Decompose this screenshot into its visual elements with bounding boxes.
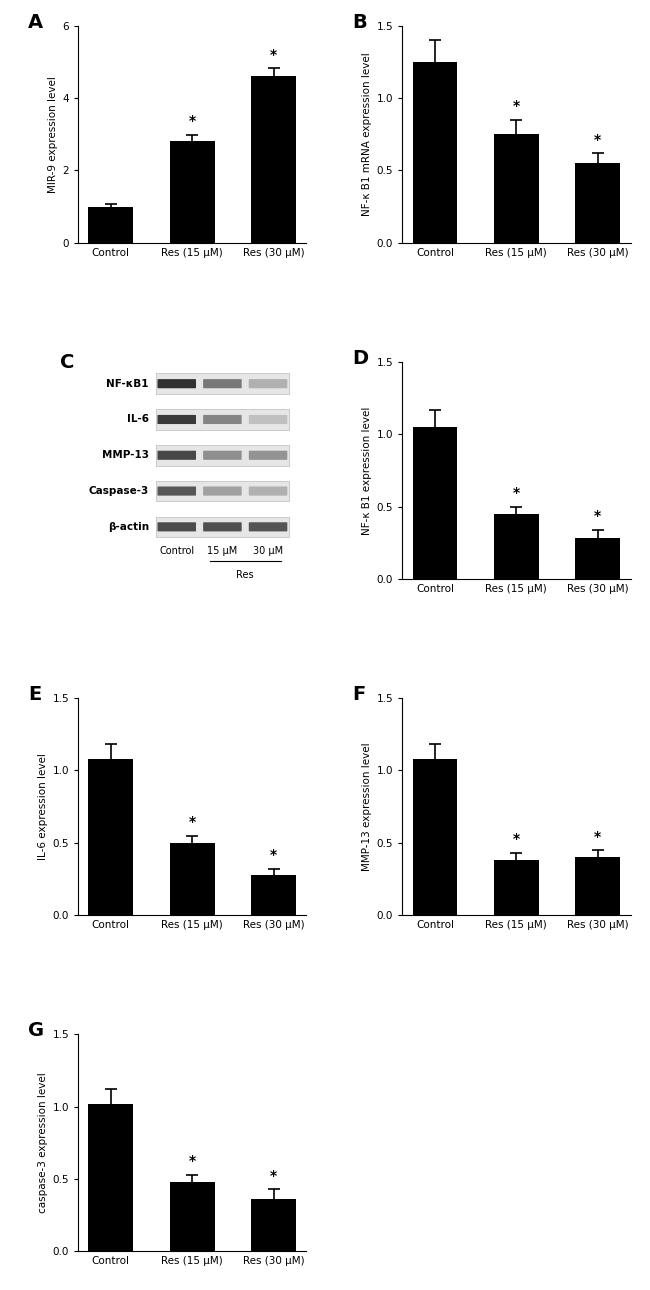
Bar — [575, 538, 620, 579]
Text: NF-κB1: NF-κB1 — [106, 379, 149, 388]
FancyBboxPatch shape — [249, 522, 287, 531]
Bar — [170, 1182, 214, 1251]
Y-axis label: caspase-3 expression level: caspase-3 expression level — [38, 1072, 48, 1213]
Text: 30 μM: 30 μM — [253, 546, 283, 556]
Bar — [413, 759, 458, 915]
Bar — [251, 1200, 296, 1251]
Text: G: G — [28, 1022, 44, 1040]
Text: *: * — [270, 849, 277, 862]
Bar — [170, 142, 214, 243]
Text: *: * — [188, 1155, 196, 1169]
Bar — [155, 516, 289, 537]
Text: β-actin: β-actin — [108, 522, 149, 531]
Text: *: * — [513, 486, 520, 501]
FancyBboxPatch shape — [249, 415, 287, 424]
FancyBboxPatch shape — [203, 415, 242, 424]
Bar — [575, 858, 620, 915]
Text: *: * — [594, 829, 601, 844]
Text: F: F — [352, 685, 365, 704]
Text: MMP-13: MMP-13 — [102, 450, 149, 461]
FancyBboxPatch shape — [157, 450, 196, 459]
Bar — [413, 427, 458, 579]
Text: E: E — [28, 685, 41, 704]
FancyBboxPatch shape — [203, 486, 242, 495]
Y-axis label: NF-κ B1 mRNA expression level: NF-κ B1 mRNA expression level — [362, 53, 372, 217]
Bar — [88, 1104, 133, 1251]
FancyBboxPatch shape — [249, 450, 287, 459]
Text: Control: Control — [159, 546, 194, 556]
Bar — [88, 206, 133, 243]
Text: *: * — [594, 510, 601, 524]
Bar — [575, 163, 620, 243]
FancyBboxPatch shape — [203, 522, 242, 531]
Text: *: * — [594, 133, 601, 147]
Bar — [170, 842, 214, 915]
Text: *: * — [513, 832, 520, 846]
Bar — [155, 409, 289, 430]
Text: Caspase-3: Caspase-3 — [88, 486, 149, 497]
Bar — [155, 373, 289, 393]
FancyBboxPatch shape — [157, 486, 196, 495]
Bar — [251, 76, 296, 243]
Y-axis label: MMP-13 expression level: MMP-13 expression level — [362, 742, 372, 871]
FancyBboxPatch shape — [249, 379, 287, 388]
Text: C: C — [60, 353, 74, 373]
Bar — [251, 875, 296, 915]
Text: A: A — [28, 13, 43, 32]
Text: D: D — [352, 350, 368, 368]
Text: 15 μM: 15 μM — [207, 546, 237, 556]
Bar — [413, 62, 458, 243]
Text: *: * — [270, 48, 277, 62]
FancyBboxPatch shape — [249, 486, 287, 495]
Text: *: * — [513, 99, 520, 114]
FancyBboxPatch shape — [157, 415, 196, 424]
Bar — [155, 445, 289, 466]
FancyBboxPatch shape — [157, 379, 196, 388]
Y-axis label: NF-κ B1 expression level: NF-κ B1 expression level — [362, 406, 372, 534]
Y-axis label: IL-6 expression level: IL-6 expression level — [38, 753, 48, 860]
Text: *: * — [270, 1169, 277, 1183]
FancyBboxPatch shape — [203, 450, 242, 459]
Text: IL-6: IL-6 — [127, 414, 149, 424]
Bar — [494, 860, 539, 915]
FancyBboxPatch shape — [157, 522, 196, 531]
Text: *: * — [188, 115, 196, 129]
Bar — [494, 134, 539, 243]
Text: *: * — [188, 815, 196, 829]
Bar — [494, 513, 539, 579]
Text: Res: Res — [237, 570, 254, 579]
FancyBboxPatch shape — [203, 379, 242, 388]
Text: B: B — [352, 13, 367, 32]
Y-axis label: MIR-9 expression level: MIR-9 expression level — [48, 76, 58, 192]
Bar — [88, 759, 133, 915]
Bar — [155, 481, 289, 502]
